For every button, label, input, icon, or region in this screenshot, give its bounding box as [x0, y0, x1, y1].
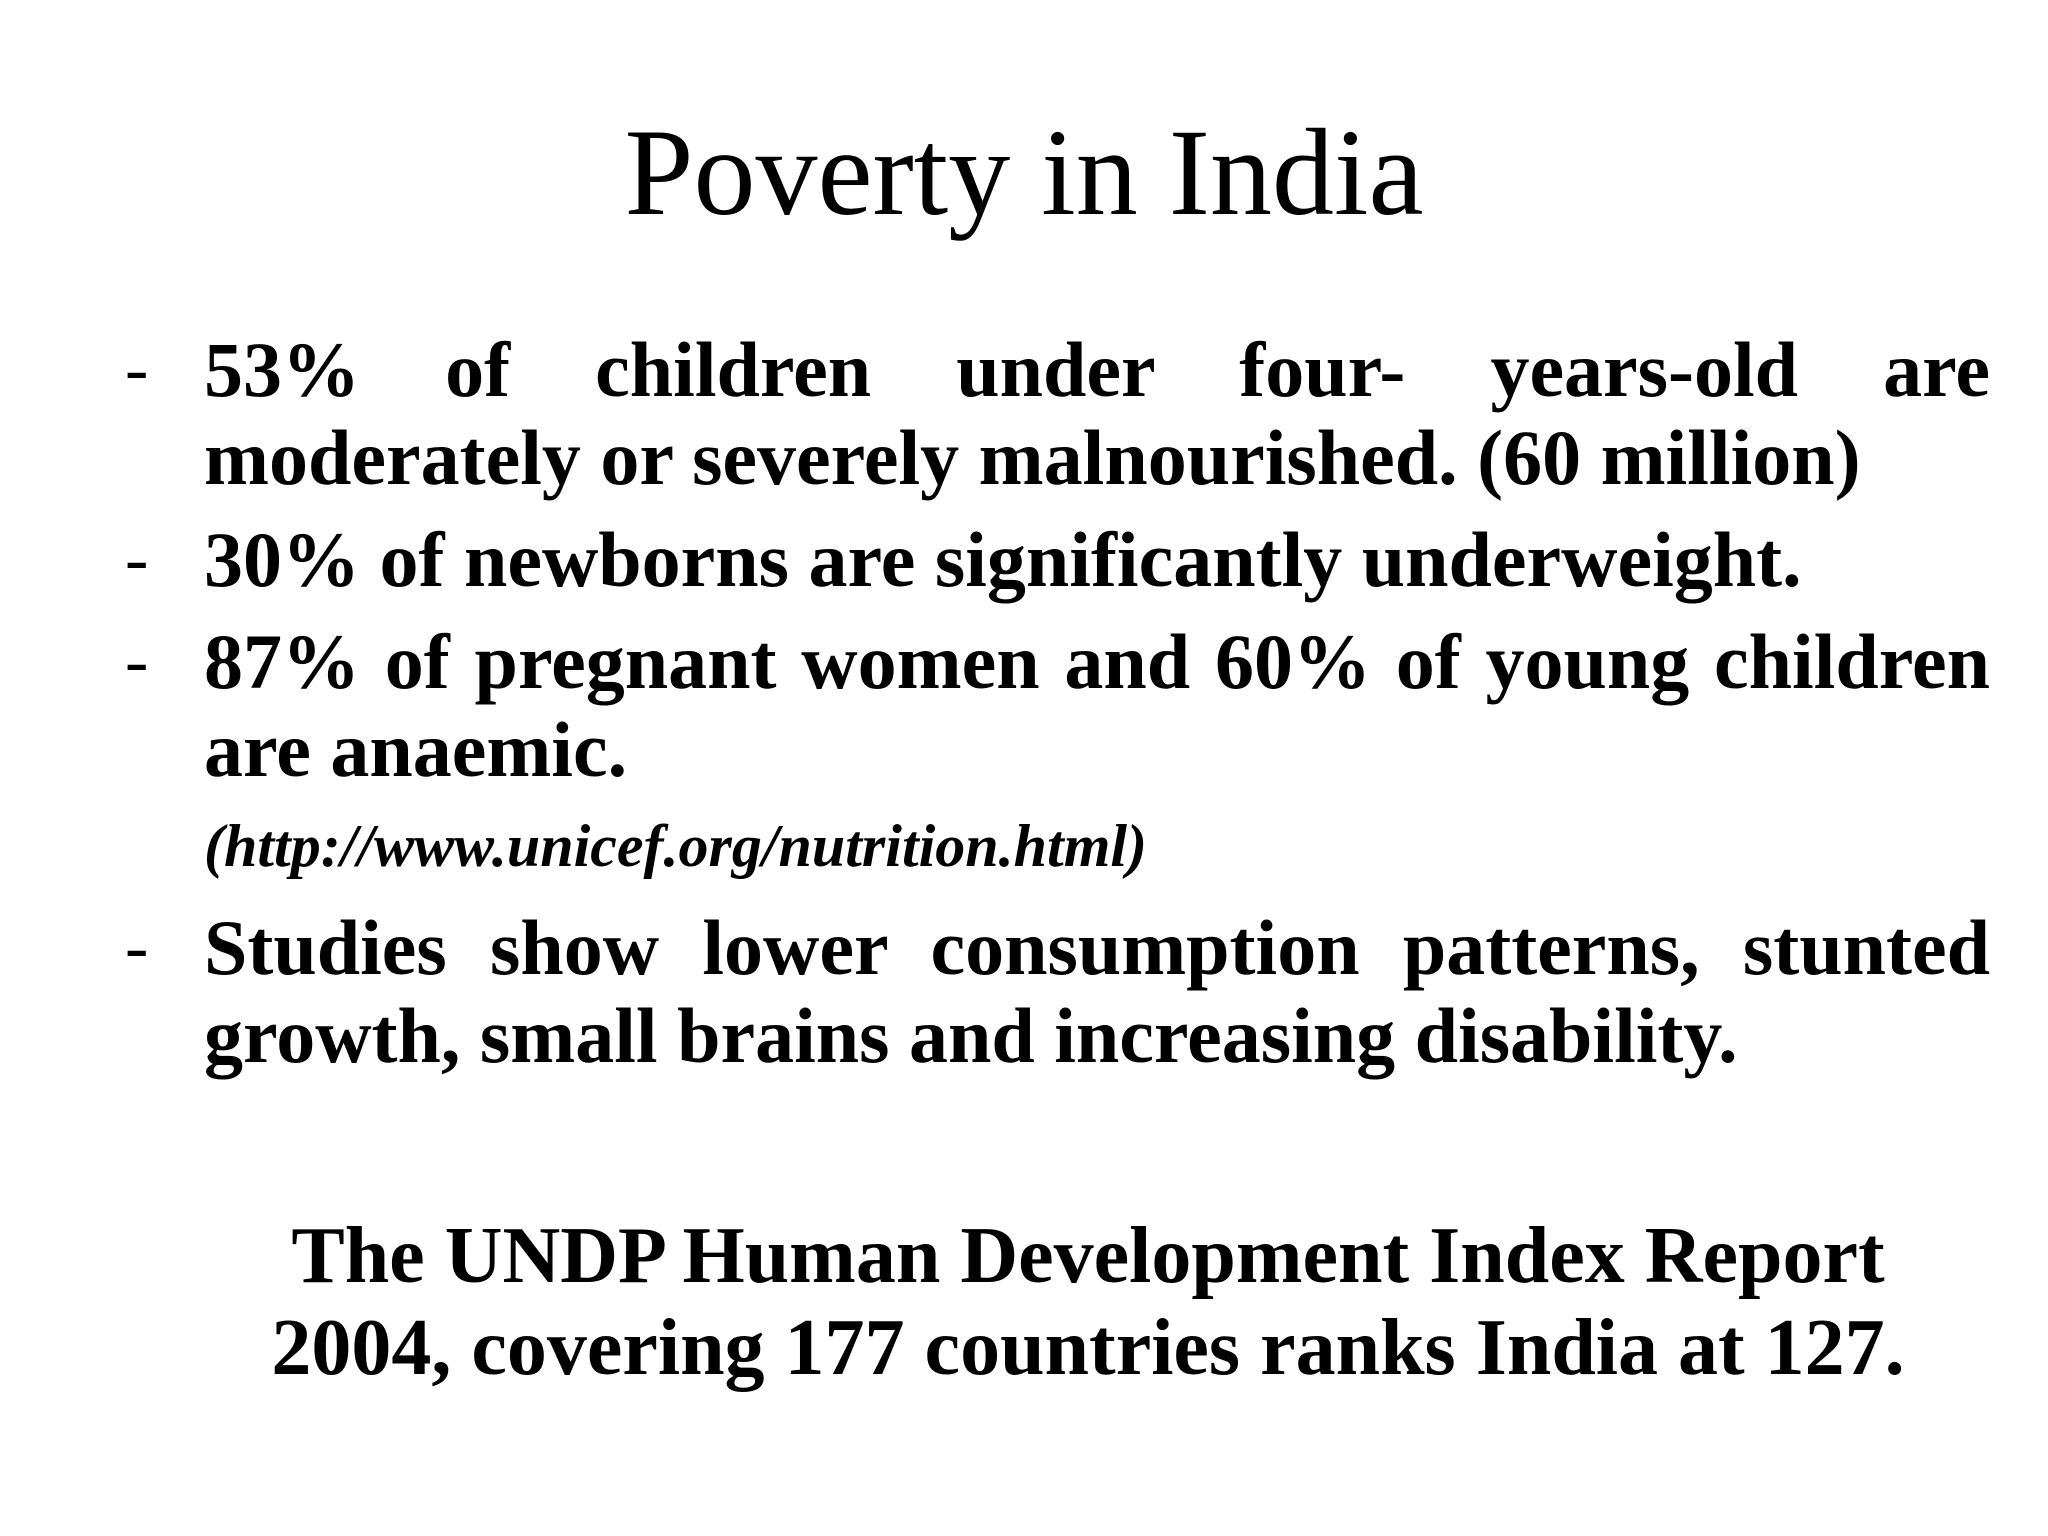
bullet-marker: -: [125, 331, 149, 408]
bullet-list: - 53% of children under four- years-old …: [110, 326, 1990, 1094]
bullet-marker: -: [125, 623, 149, 700]
footer-line-2: 2004, covering 177 countries ranks India…: [271, 1304, 1905, 1392]
bullet-item: - 53% of children under four- years-old …: [110, 326, 1990, 502]
bullet-marker: -: [125, 521, 149, 598]
source-citation: (http://www.unicef.org/nutrition.html): [204, 813, 1148, 879]
bullet-text: 53% of children under four- years-old ar…: [204, 326, 1990, 501]
bullet-text: 30% of newborns are significantly underw…: [204, 516, 1802, 603]
slide-title: Poverty in India: [624, 104, 1424, 241]
bullet-text: Studies show lower consumption patterns,…: [204, 904, 1990, 1079]
bullet-item: - Studies show lower consumption pattern…: [110, 904, 1990, 1080]
bullet-marker: -: [125, 909, 149, 986]
bullet-text: 87% of pregnant women and 60% of young c…: [204, 618, 1990, 793]
footer-line-1: The UNDP Human Development Index Report: [291, 1212, 1885, 1300]
bullet-item: - 87% of pregnant women and 60% of young…: [110, 618, 1990, 794]
footer-statement: The UNDP Human Development Index Report …: [0, 1210, 2048, 1394]
bullet-item: - 30% of newborns are significantly unde…: [110, 516, 1990, 604]
